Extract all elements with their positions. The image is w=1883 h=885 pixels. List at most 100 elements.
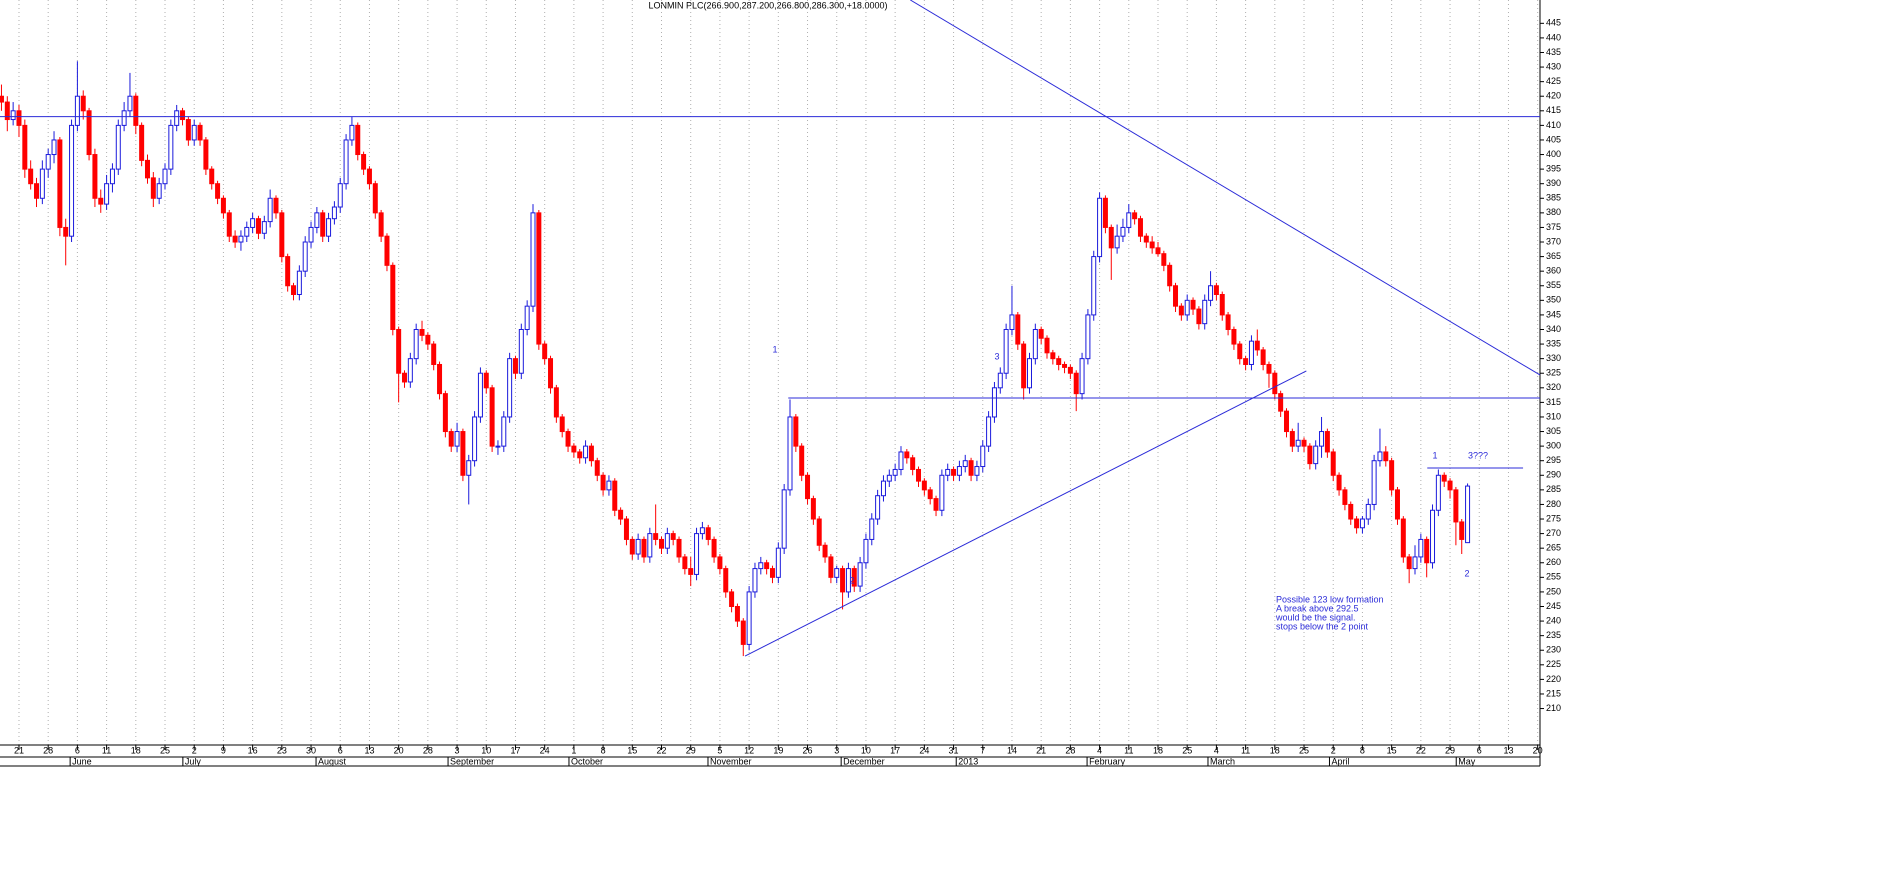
candle-body <box>1406 556 1412 570</box>
x-tick-label: 24 <box>540 745 550 755</box>
x-tick-label: 15 <box>1387 745 1397 755</box>
candle-body <box>396 328 402 374</box>
candle-body <box>1085 314 1091 360</box>
candle-body <box>1108 226 1114 249</box>
x-tick-label: 31 <box>949 745 959 755</box>
month-label: September <box>450 756 494 766</box>
x-tick-label: 5 <box>717 745 722 755</box>
candle-body <box>834 568 840 578</box>
candle-body <box>769 568 775 578</box>
candle-body <box>115 124 121 170</box>
x-tick-label: 11 <box>1241 745 1250 755</box>
candle-body <box>442 393 448 433</box>
candle-body <box>524 305 530 330</box>
candle-body <box>1272 372 1278 395</box>
candle-body <box>1383 451 1389 462</box>
candle-body <box>618 509 624 520</box>
candle-body <box>1132 212 1138 220</box>
candle-body <box>530 212 536 307</box>
candle-body <box>273 197 279 214</box>
candle-body <box>255 218 261 234</box>
candle-body <box>355 124 361 156</box>
y-tick-label: 425 <box>1546 76 1561 86</box>
candle-body <box>933 498 939 511</box>
candle-body <box>1295 439 1301 447</box>
x-tick-label: 30 <box>306 745 316 755</box>
candle-body <box>1254 340 1260 351</box>
y-tick-label: 375 <box>1546 222 1561 232</box>
candle-body <box>220 197 226 214</box>
y-tick-label: 435 <box>1546 47 1561 57</box>
candle-body <box>22 124 28 170</box>
y-tick-label: 240 <box>1546 615 1561 625</box>
x-tick-label: 26 <box>803 745 813 755</box>
x-tick-label: 4 <box>1214 745 1219 755</box>
candle-body <box>57 139 63 228</box>
candle-body <box>775 547 781 578</box>
x-tick-label: 21 <box>14 745 24 755</box>
candle-body <box>390 264 396 330</box>
x-tick-label: 25 <box>1299 745 1309 755</box>
candle-body <box>629 538 635 555</box>
candle-body <box>98 197 104 205</box>
y-tick-label: 445 <box>1546 18 1561 28</box>
candle-body <box>314 212 320 228</box>
candle-body <box>1266 363 1272 374</box>
candle-body <box>454 431 460 447</box>
candle-body <box>717 556 723 570</box>
candle-body <box>1097 197 1103 258</box>
candle-body <box>232 235 238 243</box>
x-tick-label: 29 <box>1445 745 1455 755</box>
x-tick-label: 1 <box>571 745 576 755</box>
candle-body <box>746 591 752 645</box>
candle-body <box>1307 445 1313 465</box>
candle-body <box>559 416 565 433</box>
y-tick-label: 270 <box>1546 528 1561 538</box>
candle-body <box>144 159 150 179</box>
candle-body <box>86 110 92 156</box>
note-line: A break above 292.5 <box>1276 603 1359 613</box>
candle-body <box>185 119 191 141</box>
candle-body <box>361 154 367 170</box>
x-tick-label: 17 <box>510 745 520 755</box>
x-tick-label: 14 <box>1007 745 1017 755</box>
candle-body <box>1430 509 1436 564</box>
candle-body <box>676 538 682 558</box>
candle-body <box>1208 285 1214 301</box>
candle-body <box>1354 518 1360 529</box>
annotation: 3??? <box>1468 450 1488 460</box>
y-tick-label: 225 <box>1546 659 1561 669</box>
candle-body <box>1225 314 1231 330</box>
candle-body <box>845 568 851 593</box>
candle-body <box>1126 212 1132 228</box>
candle-body <box>1173 285 1179 307</box>
candle-body <box>331 206 337 220</box>
candle-body <box>1336 474 1342 491</box>
month-label: 2013 <box>958 756 978 766</box>
candle-body <box>238 235 244 243</box>
candle-body <box>34 183 40 199</box>
candle-body <box>1283 410 1289 433</box>
candle-body <box>1050 352 1056 360</box>
candle-body <box>635 538 641 555</box>
x-tick-label: 16 <box>248 745 258 755</box>
candle-body <box>308 226 314 243</box>
candle-body <box>822 544 828 558</box>
candle-body <box>1435 474 1441 511</box>
candle-body <box>997 372 1003 389</box>
candle-body <box>1447 480 1453 491</box>
x-tick-label: 13 <box>1503 745 1513 755</box>
candle-body <box>1424 538 1430 564</box>
x-tick-label: 18 <box>1270 745 1280 755</box>
x-tick-label: 3 <box>834 745 839 755</box>
y-tick-label: 385 <box>1546 193 1561 203</box>
candle-body <box>904 451 910 459</box>
candle-body <box>612 480 618 511</box>
candle-body <box>886 474 892 482</box>
candle-body <box>431 343 437 365</box>
candle-body <box>501 416 507 447</box>
y-tick-label: 405 <box>1546 134 1561 144</box>
candle-body <box>1021 343 1027 389</box>
x-tick-label: 28 <box>43 745 53 755</box>
